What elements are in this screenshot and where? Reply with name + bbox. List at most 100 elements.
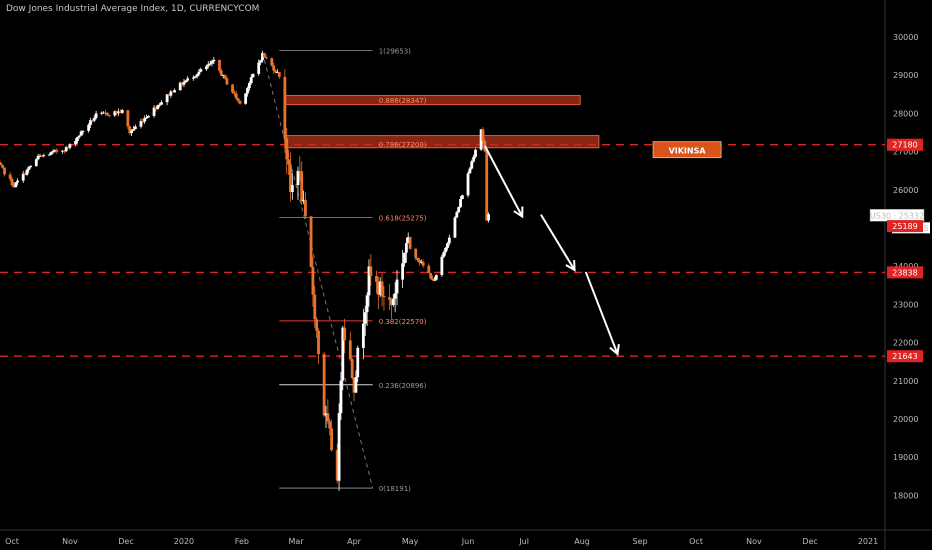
candle-body [132, 129, 135, 131]
candle-body [34, 159, 38, 166]
candle-body [40, 155, 44, 157]
candle-body [238, 100, 242, 104]
candle-body [365, 295, 369, 313]
candle-body [277, 72, 281, 77]
candle-body [225, 78, 229, 85]
candle-body [107, 115, 111, 117]
x-tick-label: Apr [347, 537, 362, 546]
candle-body [350, 359, 354, 378]
y-tick-label: 21000 [893, 377, 918, 386]
candle-body [25, 169, 29, 175]
candle-body [352, 377, 356, 393]
x-tick-label: 2021 [858, 537, 878, 546]
candle-body [429, 273, 433, 279]
y-tick-label: 23000 [893, 300, 918, 309]
candle-body [326, 413, 330, 422]
x-tick-label: Aug [574, 537, 590, 546]
candle-body [38, 155, 42, 157]
candle-body [382, 296, 386, 298]
projection-arrow [540, 214, 576, 271]
candle-body [119, 111, 122, 113]
candle-body [0, 162, 3, 165]
candle-body [206, 64, 210, 67]
candle-body [89, 120, 92, 125]
candle-body [77, 135, 81, 138]
candle-body [27, 167, 31, 170]
candle-body [55, 150, 59, 152]
candle-body [315, 319, 319, 331]
candle-body [341, 327, 345, 381]
x-tick-label: Oct [5, 537, 19, 546]
fib-zone [284, 135, 600, 149]
candle-body [1, 164, 5, 168]
candle-body [195, 74, 199, 77]
candle-body [133, 126, 137, 130]
y-tick-label: 18000 [893, 491, 918, 500]
projection-arrow [483, 145, 524, 218]
level-price-tag [887, 266, 923, 279]
fib-level-label: 0.786(27200) [379, 141, 427, 149]
candle-body [249, 77, 253, 84]
candle-body [51, 151, 55, 153]
secondary-price-label: 25189 [892, 222, 917, 231]
candle-body [12, 185, 16, 188]
candle-body [270, 58, 274, 66]
candle-body [432, 279, 436, 281]
candle-body [470, 161, 474, 169]
candle-body [139, 121, 143, 127]
candle-body [178, 82, 182, 91]
candle-body [343, 327, 347, 341]
candle-body [87, 124, 91, 131]
candle-body [442, 252, 446, 257]
candle-body [367, 266, 371, 296]
candle-body [233, 92, 236, 94]
candle-body [105, 112, 109, 116]
candle-body [285, 138, 289, 160]
candle-body [337, 413, 341, 481]
candle-body [117, 111, 120, 114]
fib-level-label: 0.236(20896) [379, 382, 427, 390]
candle-body [481, 129, 485, 141]
fib-zone [284, 94, 581, 106]
candle-body [204, 66, 208, 70]
candle-body [160, 102, 163, 105]
candle-body [361, 323, 365, 348]
candle-body [3, 167, 6, 175]
level-price-tag-label: 21643 [892, 352, 917, 361]
candle-body [393, 293, 397, 299]
secondary-price-tag [887, 220, 923, 233]
candle-body [376, 281, 380, 295]
candle-body [61, 150, 64, 152]
x-tick-label: May [402, 537, 419, 546]
candle-body [76, 137, 79, 142]
candle-body [171, 91, 175, 93]
candle-body [49, 151, 53, 155]
x-tick-label: Dec [802, 537, 817, 546]
candle-body [191, 77, 195, 79]
candle-body [406, 236, 410, 244]
candle-body [165, 94, 169, 103]
candle-body [390, 299, 393, 305]
candle-body [92, 117, 96, 121]
candle-body [401, 263, 405, 280]
candle-body [283, 76, 287, 139]
candle-body [100, 112, 104, 114]
candle-body [290, 185, 294, 192]
candle-body [421, 261, 425, 266]
candle-body [322, 354, 326, 416]
candle-body [79, 131, 83, 136]
candle-body [234, 93, 238, 99]
candle-body [29, 165, 33, 168]
candle-body [304, 199, 307, 217]
candle-body [173, 90, 177, 93]
candle-body [264, 56, 268, 59]
y-tick-label: 20000 [893, 415, 918, 424]
candle-body [324, 413, 328, 416]
fib-level-label: 0.618(25275) [379, 214, 427, 222]
x-tick-label: Nov [62, 537, 78, 546]
candle-body [158, 104, 162, 106]
candle-body [231, 84, 234, 93]
watermark-label: VIKINSA [669, 147, 707, 156]
